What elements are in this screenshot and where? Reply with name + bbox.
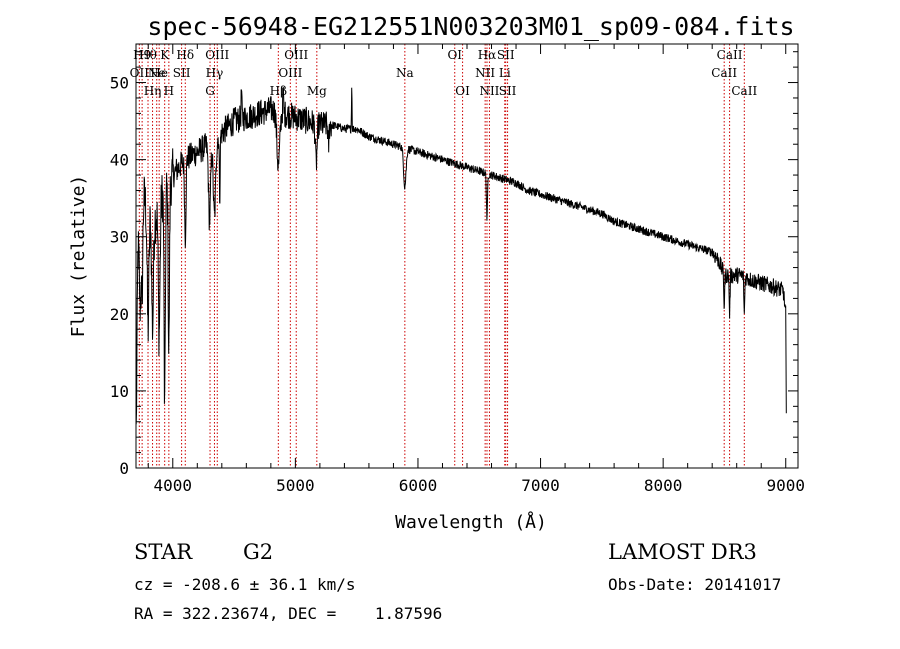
line-label-5: He	[150, 66, 168, 80]
line-label-18: OI	[447, 48, 462, 62]
line-label-4: Ne	[148, 66, 166, 80]
y-tick-label-4: 40	[110, 151, 129, 170]
obs-date: Obs-Date: 20141017	[608, 575, 782, 594]
line-label-23: Li	[499, 66, 511, 80]
x-tick-label-5: 9000	[766, 476, 805, 495]
y-tick-label-1: 10	[110, 382, 129, 401]
line-label-21: Hα	[478, 48, 497, 62]
spectrum-series	[135, 87, 787, 425]
line-label-22: NII	[479, 84, 499, 98]
line-label-0: OII	[130, 66, 150, 80]
line-label-9: Hδ	[176, 48, 194, 62]
x-tick-label-0: 4000	[154, 476, 193, 495]
line-label-13: Hβ	[270, 84, 287, 98]
line-label-26: CaII	[711, 66, 737, 80]
line-label-28: CaII	[731, 84, 757, 98]
line-label-6: K	[160, 48, 170, 62]
x-tick-label-3: 7000	[521, 476, 560, 495]
x-tick-label-2: 6000	[399, 476, 438, 495]
spectral-line-labels: OIIH9HθHηNeHeKHSIIHδGHγOIIIHβOIIIOIIIMgN…	[130, 48, 758, 98]
line-label-3: Hη	[144, 84, 162, 98]
y-axis-ticks: 0 10 20 30 40 50	[110, 51, 798, 478]
line-label-11: Hγ	[206, 66, 224, 80]
line-label-14: OIII	[278, 66, 302, 80]
line-label-10: G	[205, 84, 215, 98]
line-label-15: OIII	[284, 48, 308, 62]
line-label-16: Mg	[307, 84, 327, 98]
line-label-19: OI	[455, 84, 470, 98]
y-tick-label-2: 20	[110, 305, 129, 324]
line-label-2: Hθ	[139, 48, 157, 62]
x-tick-label-1: 5000	[276, 476, 315, 495]
line-label-24: SII	[497, 48, 515, 62]
object-class: STAR	[134, 540, 193, 564]
object-subclass: G2	[243, 540, 274, 564]
x-tick-label-4: 8000	[644, 476, 683, 495]
x-axis-ticks: 4000 5000 6000 7000 8000 9000	[147, 44, 805, 495]
line-label-27: CaII	[717, 48, 743, 62]
y-axis-label: Flux (relative)	[68, 175, 89, 338]
line-label-17: Na	[396, 66, 414, 80]
y-tick-label-0: 0	[119, 459, 129, 478]
line-label-12: OIII	[205, 48, 229, 62]
line-label-8: SII	[173, 66, 191, 80]
y-tick-label-3: 30	[110, 228, 129, 247]
coordinates: RA = 322.23674, DEC = 1.87596	[134, 604, 443, 623]
chart-title: spec-56948-EG212551N003203M01_sp09-084.f…	[147, 12, 794, 41]
x-axis-label: Wavelength (Å)	[395, 511, 547, 533]
spectral-line-markers	[138, 44, 745, 468]
line-label-7: H	[164, 84, 174, 98]
redshift-text: cz = -208.6 ± 36.1 km/s	[134, 575, 356, 594]
line-label-25: SII	[499, 84, 517, 98]
survey-name: LAMOST DR3	[608, 540, 757, 564]
line-label-20: NII	[475, 66, 495, 80]
y-tick-label-5: 50	[110, 74, 129, 93]
